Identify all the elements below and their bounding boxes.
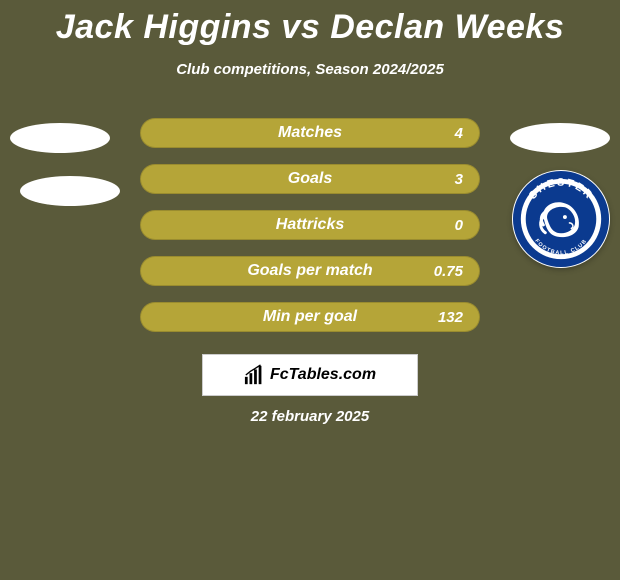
stat-right-value: 132	[438, 309, 463, 326]
stat-label: Hattricks	[276, 216, 344, 234]
stat-right-value: 0.75	[434, 263, 463, 280]
bar-chart-icon	[244, 364, 266, 386]
decoration-ellipse	[20, 176, 120, 206]
subtitle: Club competitions, Season 2024/2025	[176, 61, 444, 78]
stat-right-value: 3	[455, 171, 463, 188]
stat-label: Matches	[278, 124, 342, 142]
fctables-logo-text: FcTables.com	[270, 366, 376, 384]
page-title: Jack Higgins vs Declan Weeks	[56, 8, 565, 47]
stat-row-hattricks: Hattricks 0	[140, 210, 480, 240]
chester-club-badge: CHESTER FOOTBALL CLUB	[512, 170, 610, 268]
stats-container: Matches 4 Goals 3 Hattricks 0 Goals per …	[140, 118, 480, 332]
stat-right-value: 4	[455, 125, 463, 142]
club-crest-icon: CHESTER FOOTBALL CLUB	[512, 170, 610, 268]
stat-row-goals: Goals 3	[140, 164, 480, 194]
fctables-logo: FcTables.com	[202, 354, 418, 396]
stat-row-goals-per-match: Goals per match 0.75	[140, 256, 480, 286]
date-label: 22 february 2025	[251, 408, 369, 425]
stat-row-matches: Matches 4	[140, 118, 480, 148]
stat-label: Goals per match	[247, 262, 372, 280]
stat-label: Min per goal	[263, 308, 357, 326]
decoration-ellipse	[10, 123, 110, 153]
stat-right-value: 0	[455, 217, 463, 234]
decoration-ellipse	[510, 123, 610, 153]
stat-row-min-per-goal: Min per goal 132	[140, 302, 480, 332]
stat-label: Goals	[288, 170, 332, 188]
